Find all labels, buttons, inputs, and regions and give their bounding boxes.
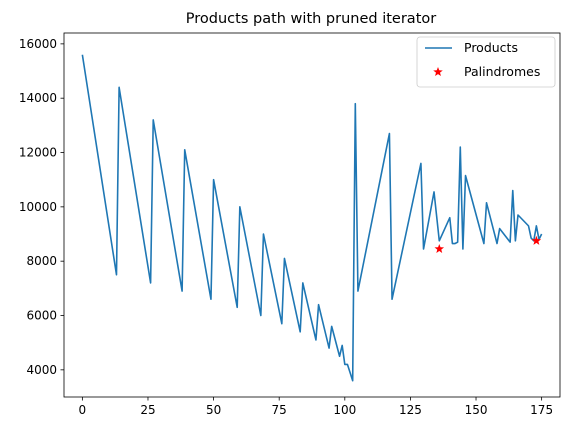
y-axis: 4000 6000 8000 10000 12000 14000 16000 — [19, 37, 64, 377]
y-tick-label: 10000 — [19, 200, 57, 214]
x-tick-label: 125 — [399, 403, 422, 417]
chart-title: Products path with pruned iterator — [186, 11, 436, 27]
legend-palindromes-label: Palindromes — [464, 64, 540, 79]
x-tick-label: 75 — [272, 403, 287, 417]
palindrome-point — [434, 243, 445, 253]
series-products-line — [81, 54, 543, 382]
x-tick-label: 100 — [333, 403, 356, 417]
y-tick-label: 12000 — [19, 146, 57, 160]
palindrome-point — [531, 235, 542, 245]
legend: Products Palindromes — [416, 36, 556, 88]
y-tick-label: 8000 — [26, 254, 57, 268]
x-tick-label: 150 — [465, 403, 488, 417]
legend-products-label: Products — [464, 40, 518, 55]
legend-palindromes-swatch — [433, 67, 443, 77]
x-tick-label: 50 — [206, 403, 221, 417]
x-tick-label: 0 — [79, 403, 87, 417]
series-layer — [81, 54, 543, 382]
plot-frame — [63, 32, 561, 398]
x-tick-label: 25 — [140, 403, 155, 417]
y-tick-label: 14000 — [19, 91, 57, 105]
y-tick-label: 4000 — [26, 363, 57, 377]
y-tick-label: 16000 — [19, 37, 57, 51]
y-tick-label: 6000 — [26, 309, 57, 323]
legend-box — [416, 36, 556, 88]
x-axis: 0 25 50 75 100 125 150 175 — [79, 397, 553, 417]
x-tick-label: 175 — [530, 403, 553, 417]
plot-area — [64, 33, 560, 397]
